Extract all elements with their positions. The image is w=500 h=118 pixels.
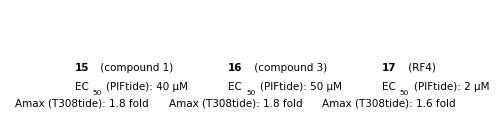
Text: 50: 50	[400, 90, 409, 96]
Text: (compound 1): (compound 1)	[98, 63, 174, 73]
FancyBboxPatch shape	[7, 5, 147, 68]
Text: (PIFtide): 2 μM: (PIFtide): 2 μM	[414, 82, 490, 92]
Text: 16: 16	[228, 63, 242, 73]
Text: EC: EC	[74, 82, 88, 92]
Text: (PIFtide): 40 μM: (PIFtide): 40 μM	[106, 82, 188, 92]
Text: 50: 50	[246, 90, 256, 96]
Text: Amax (T308tide): 1.8 fold: Amax (T308tide): 1.8 fold	[168, 99, 302, 109]
FancyBboxPatch shape	[163, 5, 303, 68]
Text: EC: EC	[228, 82, 242, 92]
Text: Amax (T308tide): 1.6 fold: Amax (T308tide): 1.6 fold	[322, 99, 456, 109]
Text: 15: 15	[74, 63, 89, 73]
Text: 50: 50	[92, 90, 102, 96]
FancyBboxPatch shape	[317, 5, 457, 68]
Text: 17: 17	[382, 63, 396, 73]
Text: (RF4): (RF4)	[405, 63, 436, 73]
Text: (compound 3): (compound 3)	[251, 63, 328, 73]
Text: EC: EC	[382, 82, 396, 92]
Text: Amax (T308tide): 1.8 fold: Amax (T308tide): 1.8 fold	[15, 99, 148, 109]
Text: (PIFtide): 50 μM: (PIFtide): 50 μM	[260, 82, 342, 92]
